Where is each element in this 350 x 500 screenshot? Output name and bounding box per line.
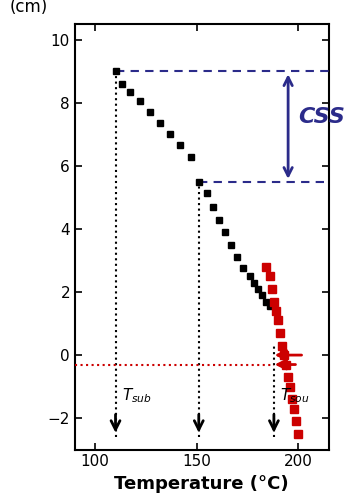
Text: $T_{sub}$: $T_{sub}$ bbox=[121, 386, 152, 406]
Text: $T_{sou}$: $T_{sou}$ bbox=[280, 386, 310, 406]
X-axis label: Temperature (°C): Temperature (°C) bbox=[114, 475, 289, 493]
Text: CSS: CSS bbox=[298, 107, 345, 127]
Y-axis label: (cm): (cm) bbox=[10, 0, 48, 16]
